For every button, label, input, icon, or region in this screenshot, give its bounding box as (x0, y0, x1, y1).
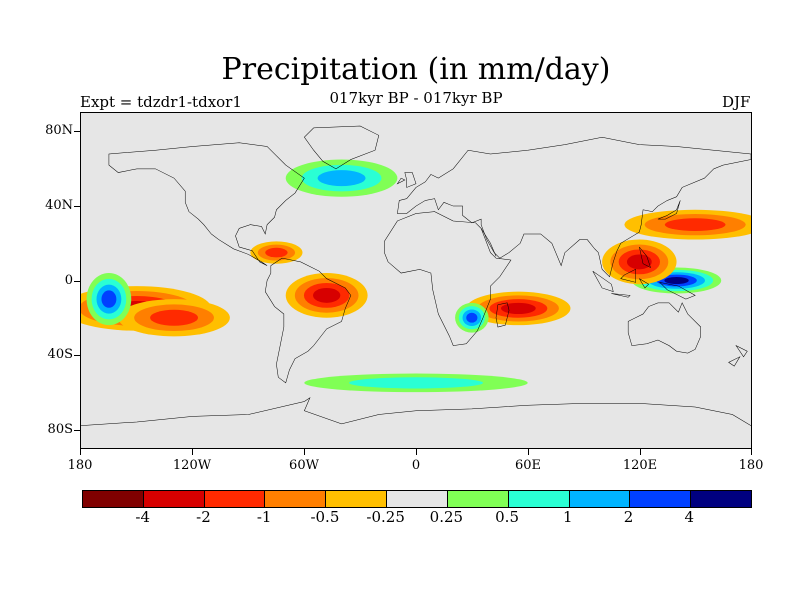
colorbar-cell (387, 491, 448, 507)
colorbar-label: 4 (684, 508, 695, 526)
lon-tick (528, 449, 529, 455)
lon-tick (640, 449, 641, 455)
coastline-british-isles (397, 173, 416, 188)
coastline-madagascar (496, 303, 509, 327)
colorbar-cell (265, 491, 327, 507)
lat-tick (74, 206, 80, 207)
lat-label-40s: 40S (47, 347, 73, 362)
lat-tick (74, 430, 80, 431)
anomaly-contour (313, 287, 341, 303)
lon-tick (304, 449, 305, 455)
lat-label-0: 0 (64, 273, 73, 288)
colorbar-cell (569, 491, 631, 507)
lon-label-0: 0 (411, 458, 421, 473)
colorbar-cell (143, 491, 205, 507)
coastline-africa (384, 212, 511, 346)
anomaly-contour (349, 377, 483, 389)
colorbar-label: -2 (196, 508, 211, 526)
colorbar-cell (508, 491, 570, 507)
colorbar-label: -4 (135, 508, 151, 526)
coastlines (81, 126, 751, 426)
colorbar-cell (326, 491, 388, 507)
lat-label-40n: 40N (45, 198, 73, 213)
coastline-north-america (109, 143, 304, 266)
lat-tick (74, 355, 80, 356)
anomaly-layer (81, 159, 751, 393)
colorbar-label: 0.5 (495, 508, 519, 526)
coastline-philippines (639, 247, 650, 267)
colorbar-cell (83, 491, 144, 507)
colorbar-cell (447, 491, 509, 507)
colorbar-label: -0.5 (310, 508, 340, 526)
anomaly-contour (265, 247, 288, 258)
lon-label-120e: 120E (622, 458, 658, 473)
lon-label-120w: 120W (172, 458, 212, 473)
colorbar-label: -0.25 (366, 508, 405, 526)
lon-tick (751, 449, 752, 455)
lat-label-80s: 80S (47, 422, 73, 437)
lon-label-60w: 60W (289, 458, 319, 473)
colorbar-cell (204, 491, 266, 507)
lon-tick (416, 449, 417, 455)
chart-subtitle: 017kyr BP - 017kyr BP (329, 89, 503, 107)
lon-tick (192, 449, 193, 455)
anomaly-contour (626, 254, 652, 270)
colorbar-cell (691, 491, 751, 507)
coastline-australia (628, 303, 701, 353)
lon-label-180w: 180 (67, 458, 93, 473)
lon-label-180e: 180 (738, 458, 764, 473)
coastline-red-sea (481, 228, 496, 256)
colorbar-label: -1 (256, 508, 272, 526)
coastline-new-zealand (729, 346, 748, 366)
anomaly-contour (150, 309, 198, 326)
coastline-japan (658, 200, 680, 219)
colorbar (82, 490, 752, 508)
season-label: DJF (722, 93, 751, 111)
colorbar-cell (630, 491, 692, 507)
lat-tick (74, 281, 80, 282)
anomaly-contour (317, 170, 366, 187)
coastline-antarctica (81, 398, 751, 426)
lat-tick (74, 131, 80, 132)
lon-tick (80, 449, 81, 455)
coastline-indonesia (593, 269, 695, 299)
lon-label-60e: 60E (514, 458, 542, 473)
anomaly-contour (101, 290, 117, 308)
anomaly-contour (500, 302, 536, 314)
colorbar-label: 0.25 (429, 508, 464, 526)
coastline-south-america (265, 258, 351, 383)
anomaly-contour (664, 276, 689, 285)
experiment-label: Expt = tdzdr1-tdxor1 (80, 93, 242, 111)
lat-label-80n: 80N (45, 123, 73, 138)
colorbar-label: 2 (623, 508, 634, 526)
precipitation-map (80, 112, 752, 449)
chart-title: Precipitation (in mm/day) (221, 52, 611, 87)
anomaly-contour (466, 312, 478, 323)
map-plot-area (81, 113, 751, 448)
colorbar-label: 1 (563, 508, 573, 526)
coastline-eurasia (397, 137, 751, 277)
anomaly-contour (664, 218, 726, 232)
coastline-greenland (304, 126, 378, 169)
